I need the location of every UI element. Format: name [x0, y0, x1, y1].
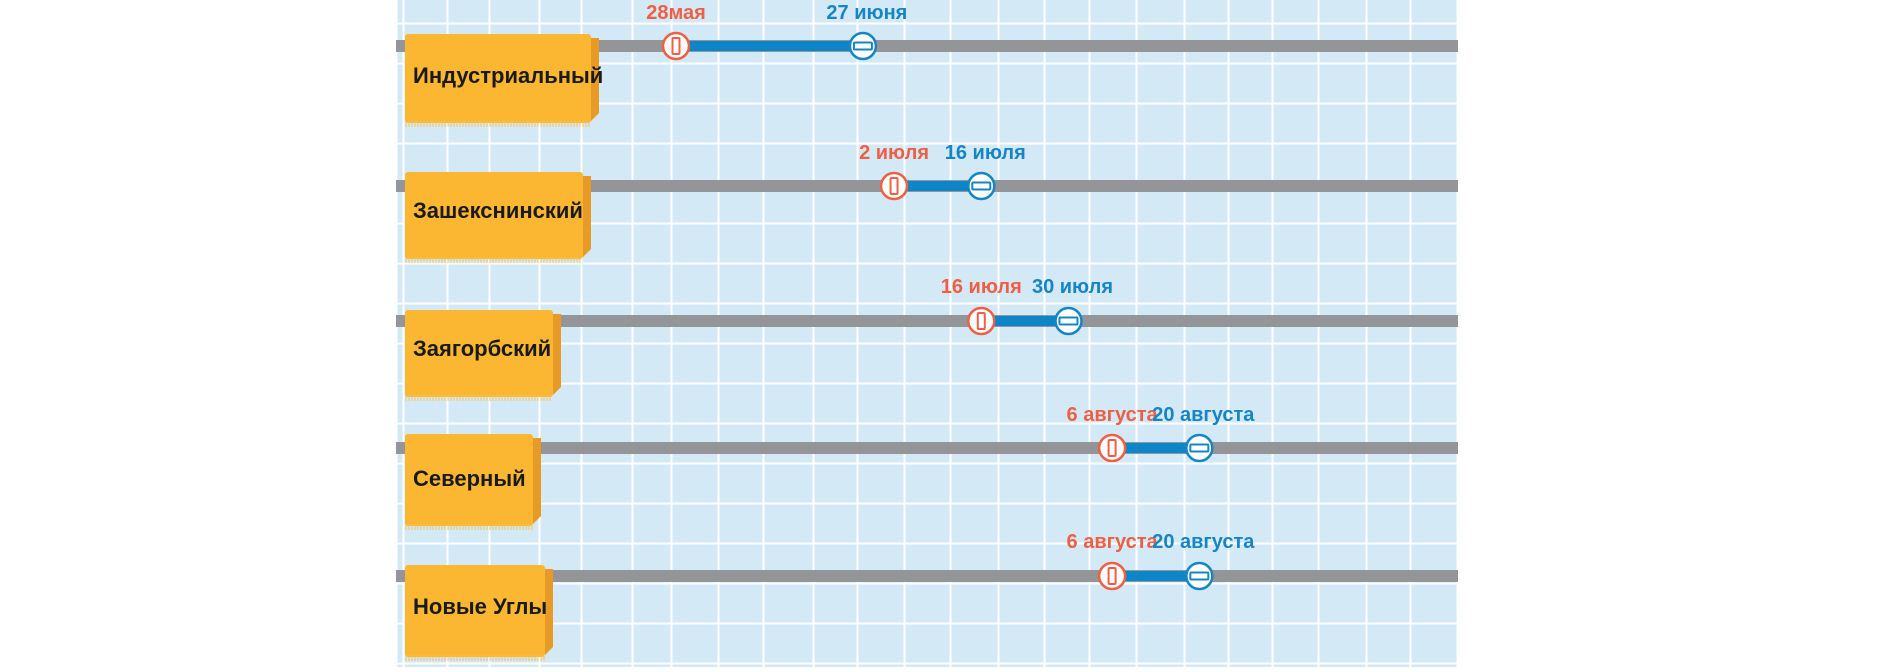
end-date-label: 16 июля — [945, 142, 1026, 164]
off-icon-ring — [661, 31, 691, 61]
on-icon-ring — [1185, 561, 1214, 591]
off-icon-bar — [889, 177, 899, 195]
off-icon — [1097, 433, 1127, 463]
on-icon — [848, 31, 878, 61]
district-name: Новые Углы — [413, 594, 547, 619]
on-icon-ring — [1185, 433, 1214, 463]
outage-span — [981, 316, 1069, 326]
on-icon-bar — [971, 181, 992, 191]
off-icon-ring — [967, 306, 996, 336]
district-name: Заягорбский — [413, 336, 551, 361]
end-date-label: 27 июня — [826, 2, 907, 24]
off-icon — [1097, 561, 1127, 591]
district-label-fold — [545, 569, 553, 655]
on-icon — [967, 171, 996, 201]
schedule-board: Индустриальный 28мая 27 июня Зашекснинский 2… — [395, 0, 1459, 667]
off-icon-bar — [671, 37, 681, 55]
start-date-label: 16 июля — [941, 276, 1022, 298]
outage-span — [1112, 571, 1200, 581]
outage-span — [894, 181, 982, 191]
district-label-fold — [583, 176, 591, 257]
on-icon — [1185, 433, 1214, 463]
timeline-track — [396, 442, 1458, 454]
district-row: Заягорбский 16 июля 30 июля — [396, 276, 1458, 401]
district-row: Индустриальный 28мая 27 июня — [396, 2, 1458, 127]
on-icon-ring — [1054, 306, 1083, 336]
district-label-fold — [553, 314, 561, 395]
off-icon — [879, 171, 909, 201]
on-icon-bar — [1189, 571, 1210, 581]
timeline-track — [396, 570, 1458, 582]
district-label-box — [405, 172, 583, 259]
off-icon — [967, 306, 996, 336]
on-icon-bar — [1189, 443, 1210, 453]
start-date-label: 6 августа — [1067, 404, 1159, 426]
district-label-box — [405, 34, 591, 123]
end-date-label: 20 августа — [1152, 404, 1255, 426]
outage-span — [1112, 443, 1200, 453]
on-icon-ring — [848, 31, 878, 61]
off-icon-ring — [879, 171, 909, 201]
off-icon-bar — [1107, 439, 1117, 457]
district-name: Зашекснинский — [413, 198, 583, 223]
on-icon-bar — [852, 41, 873, 51]
district-rows: Индустриальный 28мая 27 июня Зашекснинский 2… — [396, 2, 1458, 661]
schedule-chart: Индустриальный 28мая 27 июня Зашекснинский 2… — [395, 0, 1459, 667]
end-date-label: 20 августа — [1152, 531, 1255, 553]
on-icon-ring — [967, 171, 996, 201]
on-icon — [1185, 561, 1214, 591]
district-label-fold — [533, 438, 541, 524]
timeline-track — [396, 315, 1458, 327]
start-date-label: 2 июля — [859, 142, 929, 164]
district-label-fold — [591, 38, 599, 121]
off-icon-ring — [1097, 433, 1127, 463]
start-date-label: 6 августа — [1067, 531, 1159, 553]
off-icon-ring — [1097, 561, 1127, 591]
district-name: Индустриальный — [413, 63, 603, 88]
district-label-box — [405, 434, 533, 526]
start-date-label: 28мая — [646, 2, 706, 24]
end-date-label: 30 июля — [1032, 276, 1113, 298]
timeline-track — [396, 40, 1458, 52]
district-label-box — [405, 310, 553, 397]
on-icon — [1054, 306, 1083, 336]
off-icon — [661, 31, 691, 61]
outage-span — [676, 41, 863, 51]
off-icon-bar — [1107, 567, 1117, 585]
on-icon-bar — [1058, 316, 1079, 326]
off-icon-bar — [976, 312, 986, 330]
district-row: Зашекснинский 2 июля 16 июля — [396, 142, 1458, 263]
district-label-box — [405, 565, 545, 657]
district-name: Северный — [413, 466, 526, 491]
